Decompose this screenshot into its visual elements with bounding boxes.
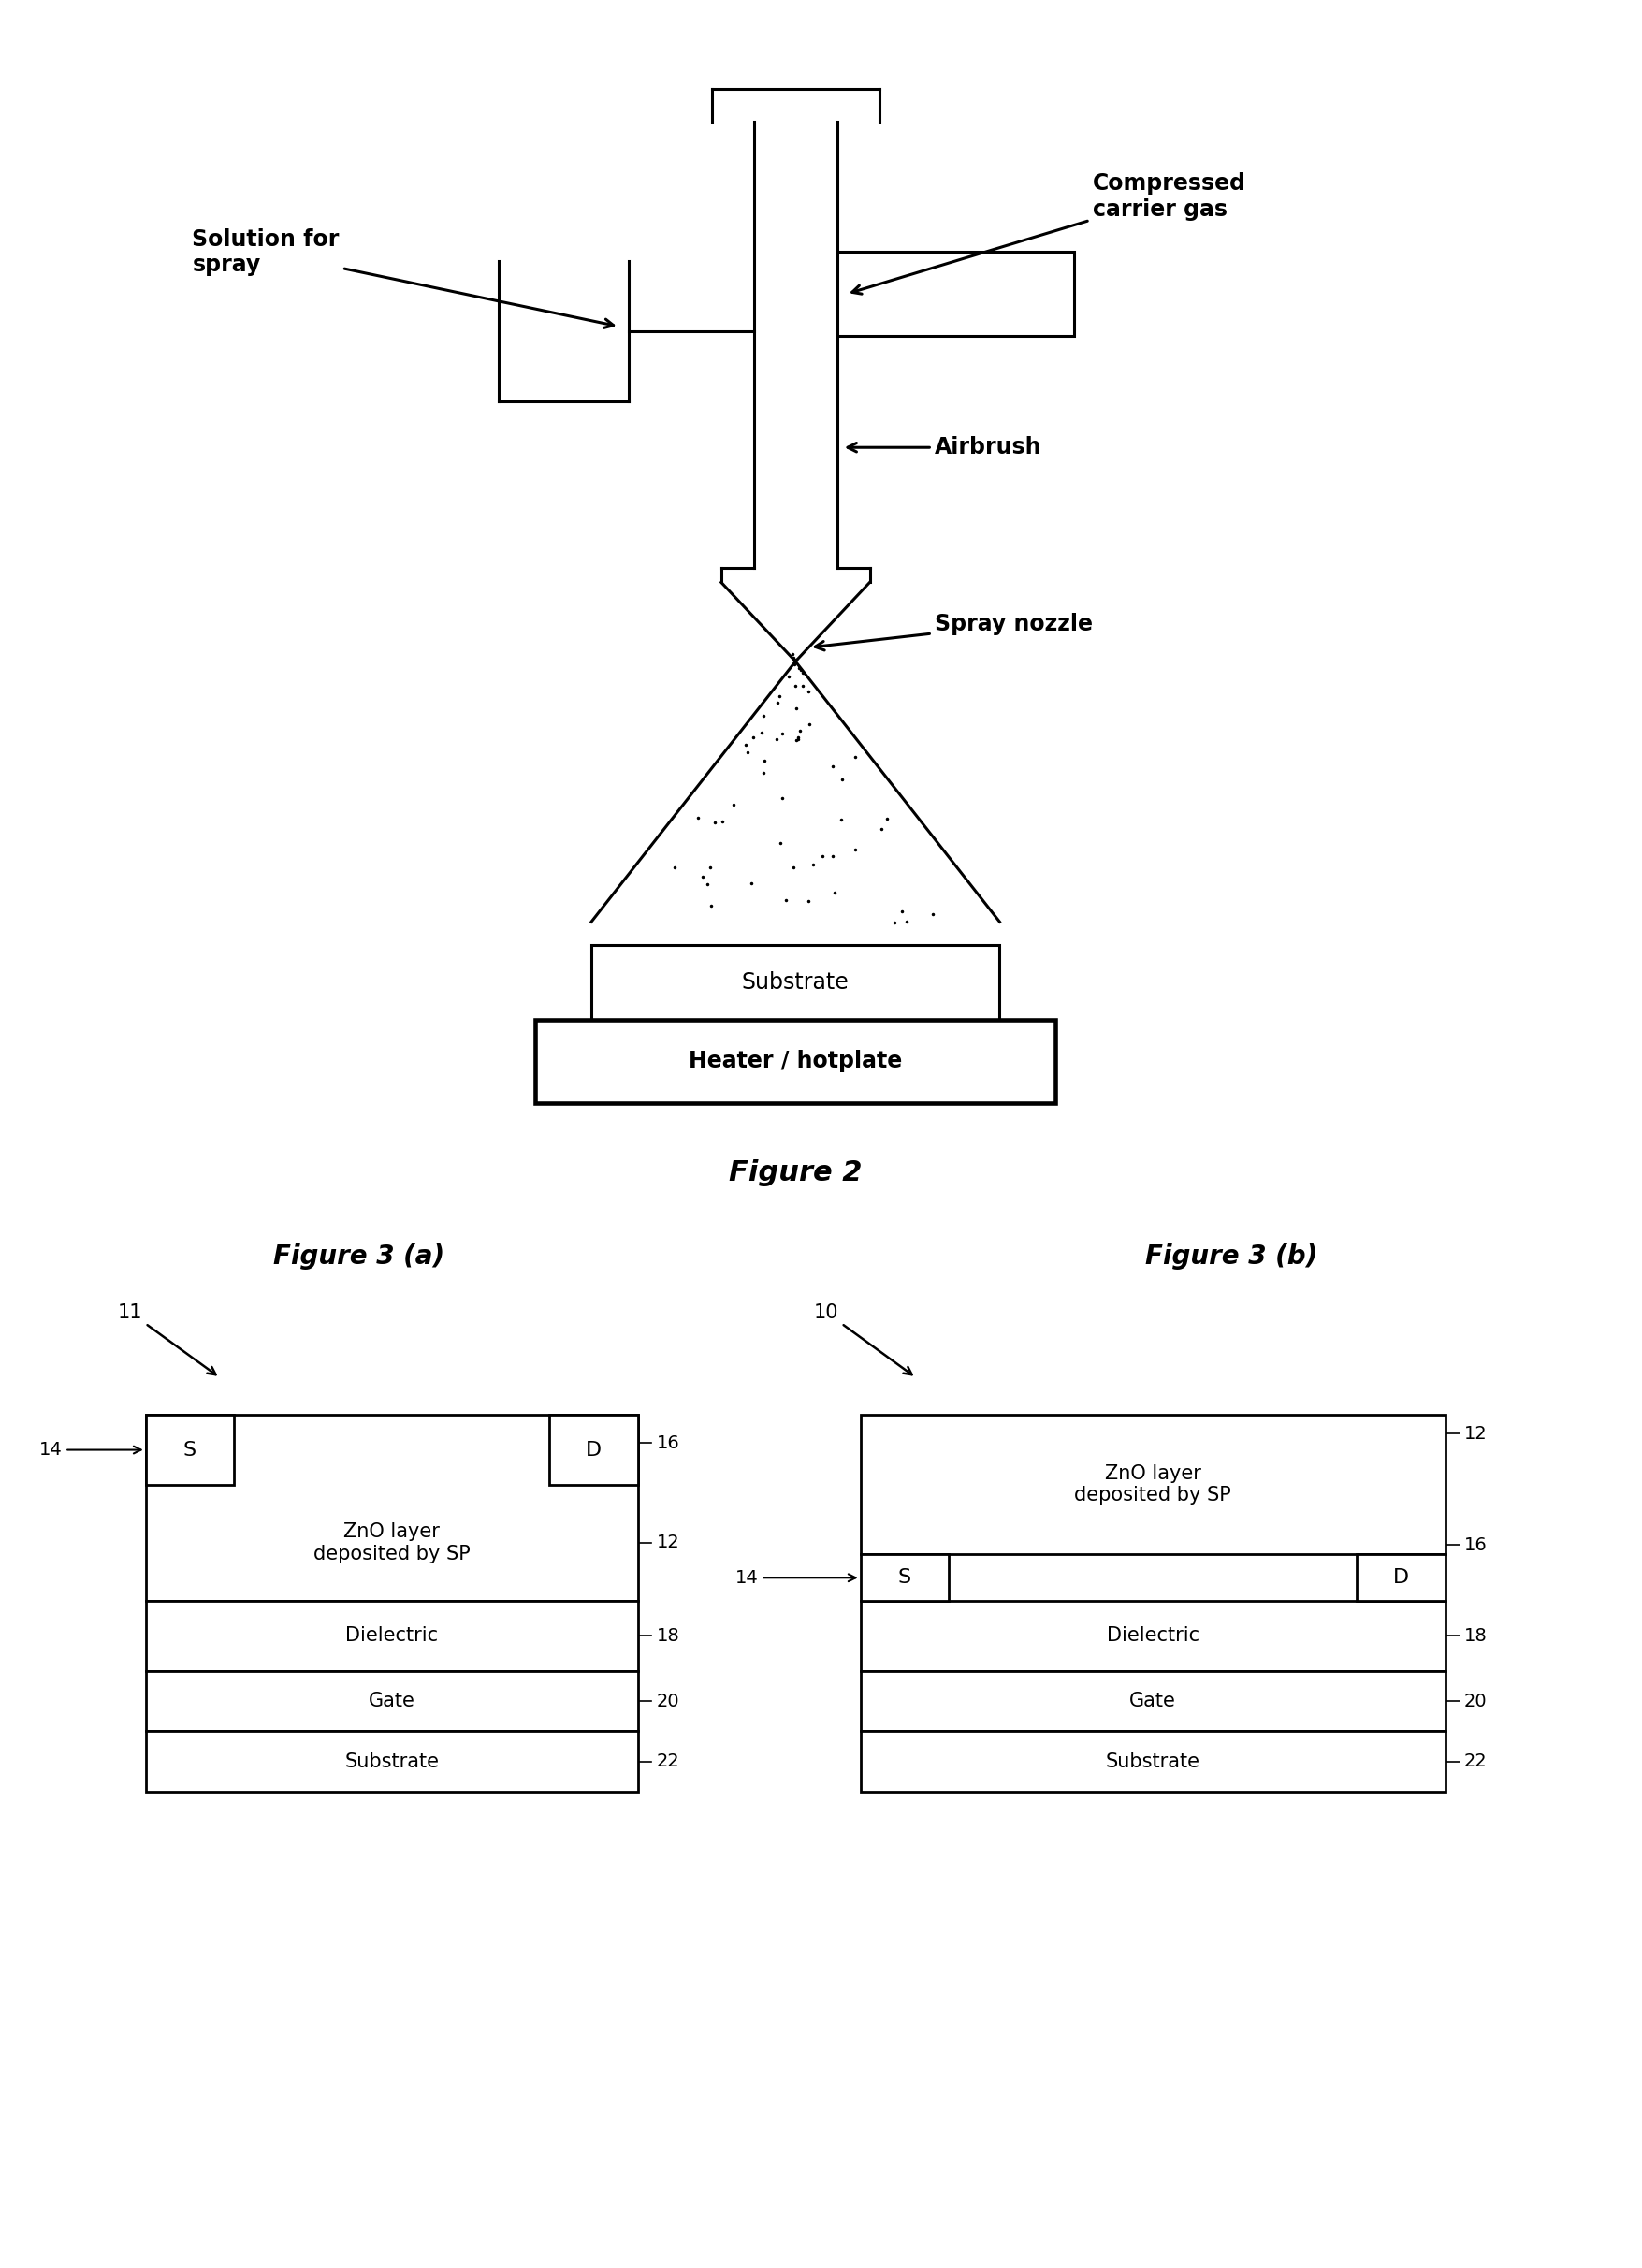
Text: 18: 18	[655, 1626, 680, 1644]
Bar	[837, 252, 1074, 336]
Text: 12: 12	[655, 1533, 680, 1551]
Bar	[591, 946, 998, 1021]
Text: S: S	[184, 1440, 197, 1458]
Text: Solution for
spray: Solution for spray	[192, 227, 612, 329]
Bar	[860, 1672, 1445, 1730]
Bar	[146, 1672, 637, 1730]
Bar	[146, 1601, 637, 1672]
Text: 16: 16	[655, 1433, 680, 1452]
Text: Compressed
carrier gas: Compressed carrier gas	[852, 172, 1245, 295]
Text: 20: 20	[1463, 1692, 1486, 1710]
Bar	[860, 1601, 1445, 1672]
Text: 22: 22	[655, 1753, 680, 1771]
Text: Spray nozzle: Spray nozzle	[814, 612, 1092, 651]
Text: 20: 20	[655, 1692, 678, 1710]
Text: ZnO layer
deposited by SP: ZnO layer deposited by SP	[314, 1522, 470, 1563]
Bar	[860, 1554, 947, 1601]
Text: Figure 3 (a): Figure 3 (a)	[274, 1243, 445, 1270]
Text: 10: 10	[813, 1304, 911, 1374]
Bar	[548, 1415, 637, 1486]
Text: ZnO layer
deposited by SP: ZnO layer deposited by SP	[1074, 1465, 1230, 1506]
Text: 22: 22	[1463, 1753, 1486, 1771]
Text: Airbrush: Airbrush	[847, 435, 1041, 458]
Text: 14: 14	[734, 1569, 855, 1588]
Text: S: S	[898, 1569, 911, 1588]
Text: Figure 3 (b): Figure 3 (b)	[1144, 1243, 1317, 1270]
Text: 12: 12	[1463, 1424, 1486, 1442]
Bar	[146, 1730, 637, 1792]
Text: Gate: Gate	[368, 1692, 415, 1710]
Text: Substrate: Substrate	[345, 1753, 438, 1771]
Text: 14: 14	[39, 1440, 141, 1458]
Bar	[535, 1021, 1054, 1102]
Text: 11: 11	[118, 1304, 215, 1374]
Bar	[1356, 1554, 1445, 1601]
Text: D: D	[585, 1440, 601, 1458]
Text: Figure 2: Figure 2	[729, 1159, 862, 1186]
Text: Substrate: Substrate	[742, 971, 849, 993]
Bar	[146, 1415, 233, 1486]
Text: Dielectric: Dielectric	[1105, 1626, 1199, 1644]
Text: Heater / hotplate: Heater / hotplate	[688, 1050, 901, 1073]
Bar	[146, 1415, 637, 1601]
Text: 18: 18	[1463, 1626, 1486, 1644]
Text: 16: 16	[1463, 1535, 1486, 1554]
Bar	[860, 1415, 1445, 1554]
Text: Substrate: Substrate	[1105, 1753, 1199, 1771]
Bar	[860, 1730, 1445, 1792]
Text: Dielectric: Dielectric	[345, 1626, 438, 1644]
Text: Gate: Gate	[1128, 1692, 1176, 1710]
Text: D: D	[1392, 1569, 1409, 1588]
